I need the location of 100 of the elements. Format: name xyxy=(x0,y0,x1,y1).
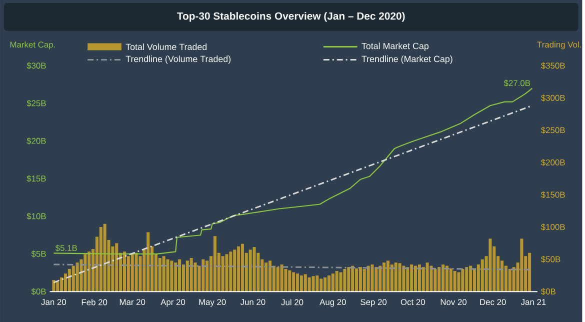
x-tick-label: Jul 20 xyxy=(281,298,304,306)
y2-tick-label: $300B xyxy=(541,94,565,102)
y2-tick-label: $0B xyxy=(541,288,556,295)
bar xyxy=(386,260,390,292)
bar xyxy=(418,264,421,292)
bar xyxy=(229,251,232,292)
legend-label: Trendline (Market Cap) xyxy=(362,55,452,64)
bar xyxy=(508,268,512,292)
bar xyxy=(292,272,296,292)
annotation: $5.1B xyxy=(55,244,77,252)
bar xyxy=(324,277,327,292)
y2-tick-label: $200B xyxy=(541,158,565,166)
bar xyxy=(308,277,311,292)
bar xyxy=(366,266,370,292)
bar xyxy=(327,275,330,292)
bar xyxy=(430,266,433,292)
bar xyxy=(378,266,382,292)
x-tick-label: May 20 xyxy=(199,298,226,306)
x-tick-label: Apr 20 xyxy=(160,298,186,306)
bar xyxy=(335,270,338,292)
bar xyxy=(178,259,182,292)
bar xyxy=(434,268,437,292)
bar xyxy=(406,266,410,292)
bar xyxy=(122,251,126,292)
y-tick-label: $15B xyxy=(26,175,46,182)
x-tick-label: Jan 21 xyxy=(520,298,546,305)
bar xyxy=(72,266,75,292)
x-tick-label: Jun 20 xyxy=(240,298,266,305)
bar xyxy=(166,259,170,292)
x-tick-label: Oct 20 xyxy=(400,298,425,305)
bar xyxy=(500,260,504,292)
bar xyxy=(442,264,445,292)
bar xyxy=(284,268,288,292)
bar xyxy=(469,266,472,292)
y-axis-title: Market Cap. xyxy=(10,41,55,50)
bar xyxy=(237,246,240,292)
bar xyxy=(472,268,476,292)
bar xyxy=(60,277,64,292)
bar xyxy=(304,274,307,292)
bar xyxy=(248,249,252,292)
x-tick-label: Feb 20 xyxy=(82,298,108,306)
y2-tick-label: $350B xyxy=(541,62,565,69)
bar xyxy=(312,276,315,292)
bar xyxy=(339,272,342,292)
y2-axis-title: Trading Vol. xyxy=(537,41,581,50)
bar xyxy=(347,266,350,292)
bar xyxy=(146,232,150,292)
bar xyxy=(438,266,441,292)
bar xyxy=(461,268,464,292)
bar xyxy=(300,275,303,292)
bar xyxy=(170,260,174,292)
bar xyxy=(202,259,205,292)
bar xyxy=(76,262,79,292)
bar xyxy=(240,244,244,292)
x-tick-label: Sep 20 xyxy=(360,298,387,306)
bar xyxy=(512,266,516,292)
x-tick-label: Mar 20 xyxy=(120,298,146,305)
bar xyxy=(331,273,334,292)
line-series xyxy=(53,88,533,254)
y-tick-label: $5B xyxy=(31,250,46,258)
bar xyxy=(480,259,484,292)
bar xyxy=(382,262,386,292)
bar xyxy=(56,282,60,292)
bar xyxy=(264,262,268,292)
bar xyxy=(174,262,178,292)
bar xyxy=(68,268,71,292)
bar xyxy=(355,268,358,292)
bar xyxy=(362,268,366,292)
bar xyxy=(316,275,319,292)
legend-label: Total Volume Traded xyxy=(126,43,207,50)
bar xyxy=(221,256,224,292)
y-tick-label: $10B xyxy=(26,212,46,220)
y2-tick-label: $150B xyxy=(541,191,565,198)
x-tick-label: Aug 20 xyxy=(320,298,346,306)
bar xyxy=(528,252,532,292)
bar xyxy=(252,246,256,292)
bar xyxy=(162,256,166,292)
bar xyxy=(64,273,68,292)
bar xyxy=(426,262,429,292)
bar xyxy=(320,278,323,292)
bar xyxy=(398,262,402,292)
bar xyxy=(414,266,418,292)
bar xyxy=(390,264,394,292)
bar xyxy=(410,264,414,292)
bar xyxy=(126,256,130,292)
bar xyxy=(103,224,106,292)
bar xyxy=(288,270,292,292)
bar xyxy=(422,266,425,292)
x-tick-label: Jan 20 xyxy=(41,298,66,305)
bar xyxy=(457,272,460,292)
x-tick-label: Nov 20 xyxy=(440,298,467,305)
bar xyxy=(351,266,354,292)
legend-label: Trendline (Volume Traded) xyxy=(126,55,231,64)
bar xyxy=(358,266,362,292)
bar xyxy=(225,254,228,292)
bar xyxy=(343,268,346,292)
bar xyxy=(453,270,456,292)
bar xyxy=(88,251,91,292)
bar xyxy=(99,226,102,292)
y-tick-label: $20B xyxy=(26,137,46,144)
